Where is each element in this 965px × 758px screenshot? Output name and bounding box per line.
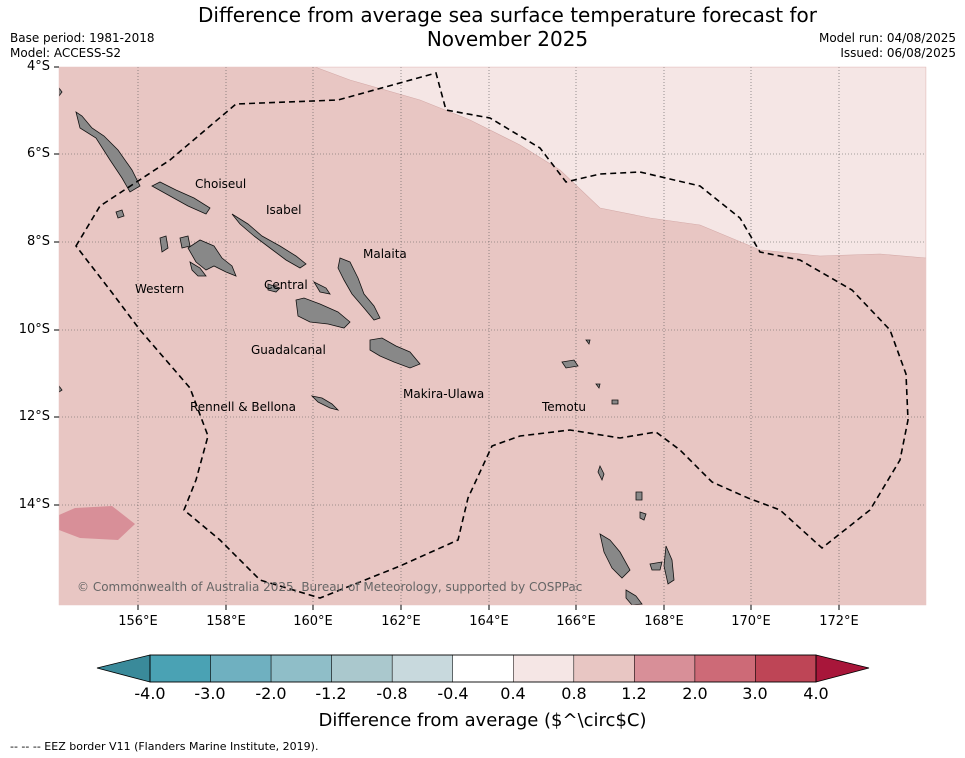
island-santa-cruz: [561, 359, 579, 369]
colorbar-tick-label: 4.0: [803, 684, 829, 703]
colorbar-cell: [391, 654, 453, 683]
colorbar-tick-label: 3.0: [742, 684, 768, 703]
lon-label-156e: 156°E: [118, 614, 158, 629]
lat-label-14s: 14°S: [18, 497, 50, 512]
island-rennell: [310, 395, 340, 411]
region-label-makira-ulawa: Makira-Ulawa: [403, 387, 485, 401]
anomaly-field-strong: [59, 506, 135, 540]
lon-label-160e: 160°E: [293, 614, 333, 629]
colorbar-under-arrow: [96, 654, 151, 683]
lon-label-164e: 164°E: [469, 614, 509, 629]
axis-ticks: [54, 66, 840, 610]
colorbar: [96, 654, 870, 683]
colorbar-tick-label: 0.8: [561, 684, 587, 703]
colorbar-cell: [331, 654, 393, 683]
island-kolombangara: [179, 235, 191, 249]
island-rendova: [189, 261, 207, 277]
island-vanuatu-4: [649, 561, 663, 571]
lat-label-6s: 6°S: [26, 146, 50, 161]
island-small-3: [611, 399, 619, 405]
island-vanuatu-7: [597, 464, 605, 482]
colorbar-tick-label: -4.0: [134, 684, 166, 703]
lon-label-170e: 170°E: [731, 614, 771, 629]
eez-border: [75, 72, 909, 599]
colorbar-tick-label: -1.2: [315, 684, 347, 703]
region-label-isabel: Isabel: [266, 203, 302, 217]
title-line-2: November 2025: [426, 27, 589, 51]
lat-label-12s: 12°S: [18, 409, 50, 424]
colorbar-cell: [149, 654, 211, 683]
island-isabel: [231, 213, 307, 269]
region-label-rennell-bellona: Rennell & Bellona: [190, 400, 297, 414]
region-label-central: Central: [264, 278, 308, 292]
lat-label-10s: 10°S: [18, 322, 50, 337]
model-name: Model: ACCESS-S2: [10, 46, 122, 60]
map-frame: [58, 66, 927, 606]
colorbar-frame: [149, 654, 817, 683]
island-vanuatu-2: [625, 589, 643, 605]
island-vanuatu-6: [639, 511, 647, 521]
colorbar-title: Difference from average ($^\circ$C): [318, 710, 647, 731]
island-small-west: [59, 385, 63, 393]
title-line-1: Difference from average sea surface temp…: [197, 3, 817, 27]
lon-label-158e: 158°E: [206, 614, 246, 629]
colorbar-tick-label: 0.4: [500, 684, 526, 703]
island-vanuatu-3: [663, 545, 675, 585]
island-guadalcanal: [295, 297, 351, 329]
colorbar-tick-label: -0.8: [376, 684, 408, 703]
island-choiseul: [75, 111, 141, 193]
meta-left: Base period: 1981-2018 Model: ACCESS-S2: [10, 31, 155, 61]
lat-label-8s: 8°S: [26, 234, 50, 249]
land: [59, 87, 675, 605]
colorbar-cell: [452, 654, 514, 683]
map-title: Difference from average sea surface temp…: [120, 3, 895, 51]
colorbar-cell: [634, 654, 696, 683]
lon-label-172e: 172°E: [819, 614, 859, 629]
island-makira: [369, 337, 421, 369]
island-vella: [159, 235, 169, 253]
island-vanuatu-5: [635, 491, 643, 501]
colorbar-over-arrow: [815, 654, 870, 683]
colorbar-tick-label: -3.0: [194, 684, 226, 703]
region-label-choiseul: Choiseul: [195, 177, 247, 191]
island-shortland: [115, 209, 125, 219]
copyright-notice: © Commonwealth of Australia 2025, Bureau…: [77, 580, 583, 594]
region-label-guadalcanal: Guadalcanal: [251, 343, 326, 357]
colorbar-cell: [755, 654, 817, 683]
colorbar-tick-label: 1.2: [621, 684, 647, 703]
island-russell: [312, 281, 331, 295]
eez-footnote: -- -- -- EEZ border V11 (Flanders Marine…: [10, 740, 319, 753]
colorbar-cell: [513, 654, 575, 683]
colorbar-cell: [573, 654, 635, 683]
island-small-1: [585, 339, 591, 345]
lon-label-162e: 162°E: [381, 614, 421, 629]
lon-label-166e: 166°E: [556, 614, 596, 629]
colorbar-cell: [210, 654, 272, 683]
island-malaita: [337, 257, 381, 321]
lon-label-168e: 168°E: [644, 614, 684, 629]
colorbar-tick-label: -0.4: [437, 684, 469, 703]
island-choiseul-east: [151, 181, 211, 215]
region-label-temotu: Temotu: [542, 400, 587, 414]
lat-label-4s: 4°S: [26, 59, 50, 74]
colorbar-cell: [270, 654, 332, 683]
issued-date: Issued: 06/08/2025: [840, 46, 956, 60]
region-label-malaita: Malaita: [363, 247, 407, 261]
island-bougainville-tip: [59, 87, 63, 97]
meta-right: Model run: 04/08/2025 Issued: 06/08/2025: [819, 31, 956, 61]
island-new-georgia: [187, 239, 237, 277]
colorbar-tick-label: 2.0: [682, 684, 708, 703]
island-vanuatu-1: [599, 533, 631, 579]
island-small-2: [595, 383, 601, 389]
region-label-western: Western: [135, 282, 185, 296]
model-run: Model run: 04/08/2025: [818, 31, 956, 45]
colorbar-tick-label: -2.0: [255, 684, 287, 703]
island-florida: [267, 283, 281, 293]
base-period: Base period: 1981-2018: [10, 31, 155, 45]
colorbar-cell: [694, 654, 756, 683]
